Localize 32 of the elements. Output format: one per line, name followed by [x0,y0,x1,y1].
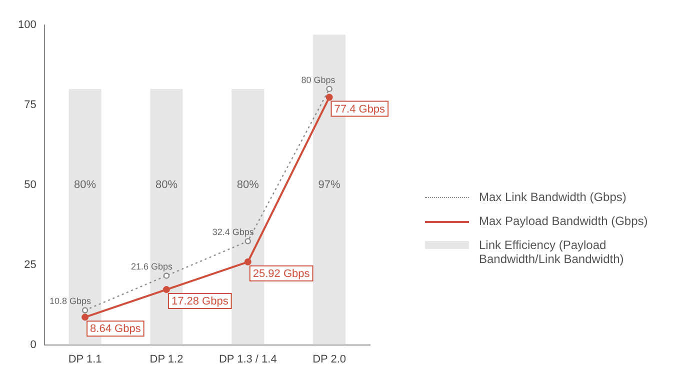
y-tick-label: 100 [18,19,36,32]
x-tick-label: DP 1.1 [68,353,102,366]
data-label: 17.28 Gbps [171,296,229,308]
legend-label: Max Link Bandwidth (Gbps) [479,190,626,204]
point [162,286,170,294]
data-label: 80% [155,178,178,191]
data-label: 10.8 Gbps [50,296,92,306]
data-label: 8.64 Gbps [90,323,142,336]
data-label: 21.6 Gbps [130,262,173,272]
x-tick-label: DP 1.2 [150,353,184,366]
x-tick-label: DP 2.0 [312,353,346,366]
y-tick-label: 25 [24,258,36,271]
point [326,86,332,92]
y-tick-label: 50 [24,178,36,191]
point [163,272,170,279]
data-label: 80 Gbps [301,74,336,85]
legend-label: Max Payload Bandwidth (Gbps) [479,214,648,228]
y-tick-label: 0 [30,338,36,351]
data-label: 77.4 Gbps [334,103,386,116]
point [244,238,251,244]
point [244,258,252,266]
data-label: 80% [236,178,260,191]
point [326,94,333,101]
data-label: 32.4 Gbps [212,227,254,238]
point [82,314,89,321]
data-label: 25.92 Gbps [252,268,310,280]
y-tick-label: 75 [24,98,36,111]
point [82,307,88,314]
x-tick-label: DP 1.3 / 1.4 [218,353,277,366]
legend-label: Link Efficiency (Payload Bandwidth/Link Bandwidth) [479,238,625,266]
data-label: 80% [74,178,96,191]
data-label: 97% [318,178,341,191]
